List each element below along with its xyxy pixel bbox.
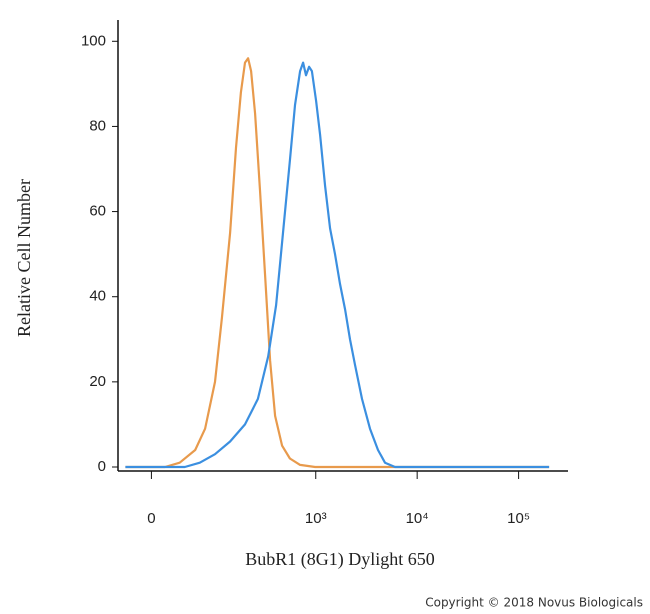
y-axis-label: Relative Cell Number — [14, 179, 34, 337]
x-tick-label: 10³ — [305, 510, 327, 527]
x-tick-label: 0 — [147, 510, 155, 527]
x-tick-label: 10⁵ — [507, 510, 530, 527]
y-tick-label: 100 — [81, 32, 106, 49]
x-tick-label: 10⁴ — [406, 510, 429, 527]
x-axis-label: BubR1 (8G1) Dylight 650 — [245, 549, 435, 570]
y-tick-label: 60 — [89, 203, 106, 220]
y-tick-label: 20 — [89, 373, 106, 390]
y-tick-label: 40 — [89, 288, 106, 305]
y-tick-label: 80 — [89, 117, 106, 134]
copyright: Copyright © 2018 Novus Biologicals — [425, 596, 643, 610]
series-line — [125, 61, 550, 469]
series-line — [125, 57, 550, 469]
y-tick-label: 0 — [98, 458, 106, 475]
